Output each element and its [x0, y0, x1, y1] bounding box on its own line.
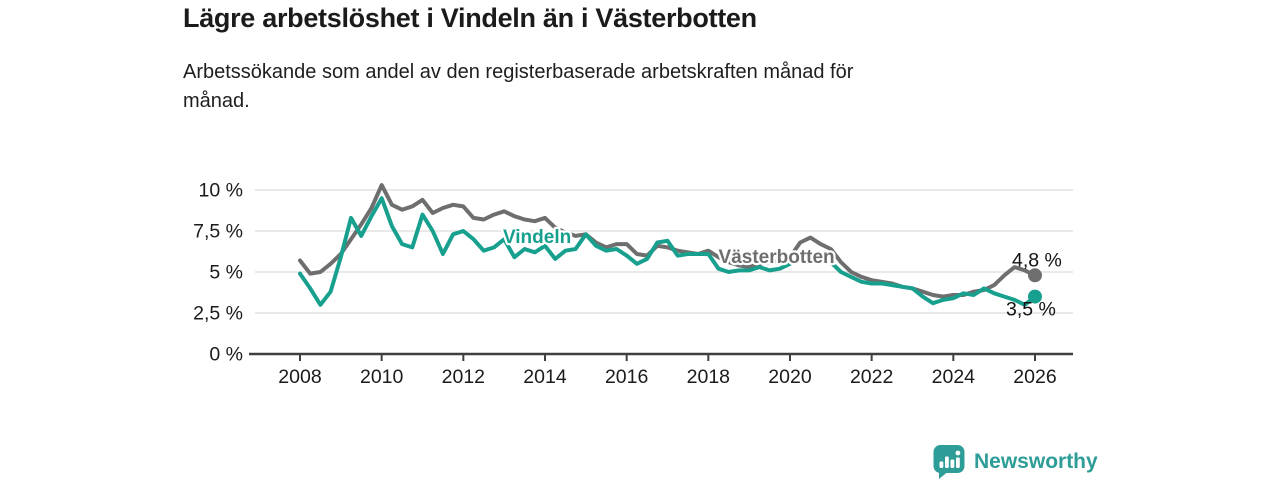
- series-label-vsterbotten: Västerbotten: [719, 247, 835, 268]
- x-tick-label: 2008: [278, 366, 321, 388]
- x-tick-label: 2022: [850, 366, 893, 388]
- chart-subtitle-line-1: Arbetssökande som andel av den registerb…: [183, 61, 854, 83]
- x-tick-label: 2012: [442, 366, 485, 388]
- end-value-label-vindeln: 3,5 %: [1006, 299, 1056, 321]
- y-tick-label: 0 %: [209, 344, 243, 366]
- x-tick-label: 2010: [360, 366, 404, 388]
- x-tick-label: 2026: [1013, 366, 1056, 388]
- series-label-vindeln: Vindeln: [503, 227, 571, 248]
- y-tick-label: 2,5 %: [193, 303, 243, 325]
- series-end-dot-vindeln: [1027, 289, 1042, 304]
- y-tick-label: 10 %: [199, 180, 243, 202]
- x-axis: [249, 352, 1073, 361]
- series-inline-labels: Västerbotten Vindeln: [501, 225, 837, 270]
- series-end-dots: [1027, 268, 1042, 304]
- x-tick-label: 2024: [932, 366, 976, 388]
- x-tick-label: 2016: [605, 366, 648, 388]
- y-axis-tick-labels: 10 % 7,5 % 5 % 2,5 % 0 %: [193, 180, 243, 366]
- x-tick-label: 2014: [523, 366, 567, 388]
- series-end-value-labels: 4,8 % 3,5 %: [1006, 249, 1062, 320]
- x-tick-label: 2018: [687, 366, 730, 388]
- chart-subtitle: Arbetssökande som andel av den registerb…: [183, 58, 853, 116]
- newsworthy-logo-icon: [933, 445, 965, 479]
- gridlines: [255, 189, 1073, 314]
- end-value-label-vsterbotten: 4,8 %: [1012, 249, 1062, 271]
- brand-name: Newsworthy: [974, 450, 1098, 473]
- brand-footer: Newsworthy: [932, 444, 1098, 480]
- y-tick-label: 7,5 %: [193, 221, 243, 243]
- x-tick-label: 2020: [768, 366, 812, 388]
- chart-subtitle-line-2: månad.: [183, 90, 250, 112]
- series-lines: [298, 183, 1037, 307]
- series-line-vindeln: [298, 196, 1037, 307]
- y-tick-label: 5 %: [209, 262, 243, 284]
- page-title: Lägre arbetslöshet i Vindeln än i Väster…: [183, 3, 757, 33]
- x-axis-tick-labels: 2008 2010 2012 2014 2016 2018 2020 2022 2024 2026: [278, 366, 1056, 388]
- series-end-dot-vsterbotten: [1027, 268, 1042, 283]
